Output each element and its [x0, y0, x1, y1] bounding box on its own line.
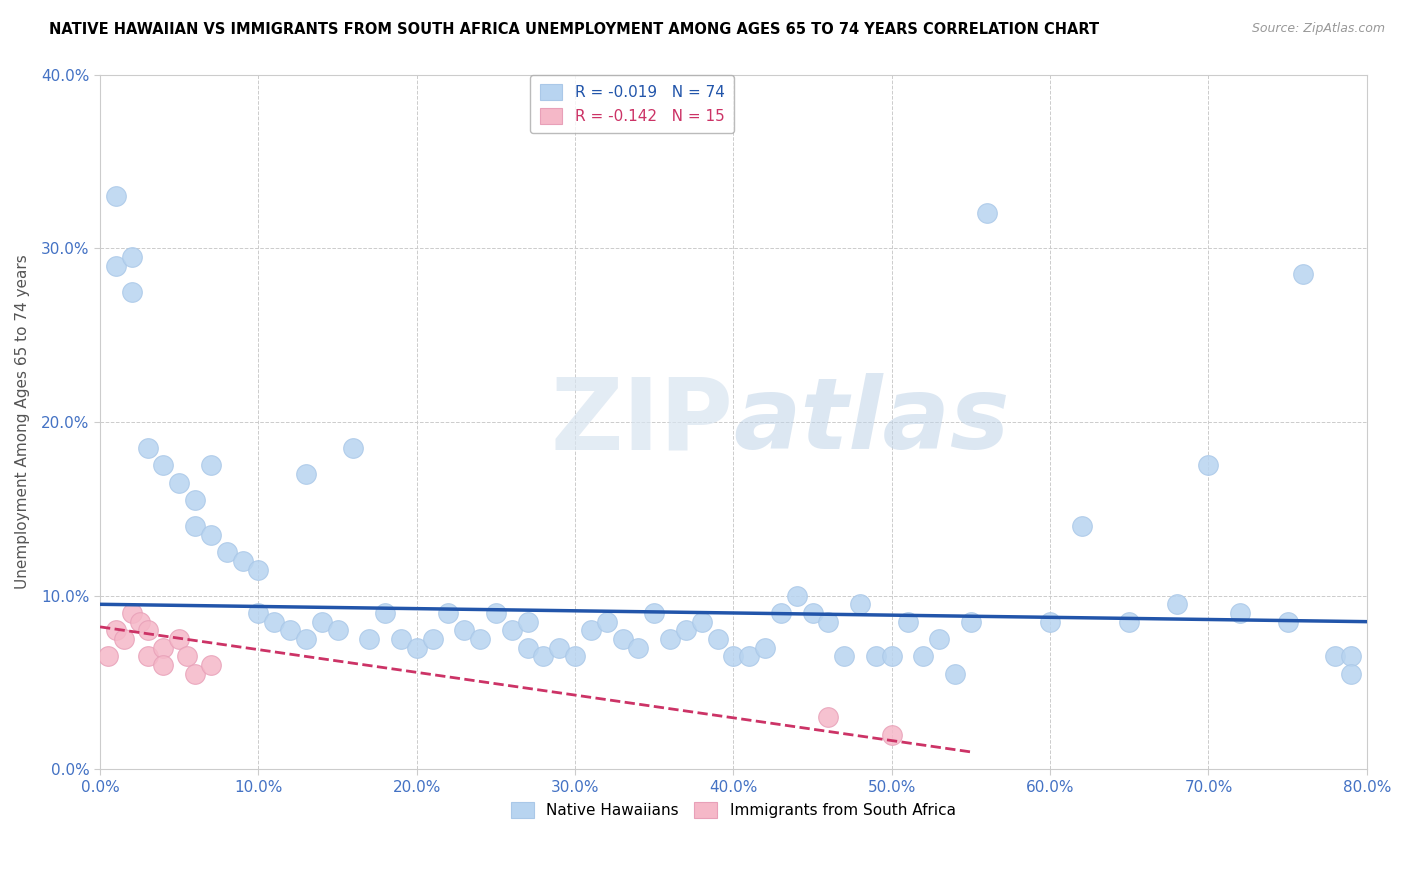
Text: Source: ZipAtlas.com: Source: ZipAtlas.com — [1251, 22, 1385, 36]
Point — [754, 640, 776, 655]
Point — [405, 640, 427, 655]
Point — [200, 528, 222, 542]
Point — [468, 632, 491, 646]
Point — [263, 615, 285, 629]
Point — [516, 615, 538, 629]
Point — [326, 624, 349, 638]
Point — [786, 589, 808, 603]
Point — [564, 649, 586, 664]
Point — [104, 624, 127, 638]
Point — [943, 666, 966, 681]
Point — [184, 666, 207, 681]
Point — [437, 606, 460, 620]
Point — [960, 615, 983, 629]
Point — [1229, 606, 1251, 620]
Point — [579, 624, 602, 638]
Point — [690, 615, 713, 629]
Point — [184, 519, 207, 533]
Point — [817, 615, 839, 629]
Point — [176, 649, 198, 664]
Point — [1340, 649, 1362, 664]
Point — [247, 563, 270, 577]
Point — [912, 649, 935, 664]
Point — [184, 493, 207, 508]
Point — [1198, 458, 1220, 473]
Point — [311, 615, 333, 629]
Point — [152, 658, 174, 673]
Point — [422, 632, 444, 646]
Point — [976, 206, 998, 220]
Point — [769, 606, 792, 620]
Point — [359, 632, 381, 646]
Point — [136, 441, 159, 455]
Point — [389, 632, 412, 646]
Point — [1292, 267, 1315, 281]
Point — [104, 189, 127, 203]
Point — [817, 710, 839, 724]
Point — [531, 649, 554, 664]
Point — [295, 467, 318, 481]
Point — [643, 606, 665, 620]
Point — [200, 658, 222, 673]
Point — [97, 649, 120, 664]
Point — [723, 649, 745, 664]
Point — [128, 615, 150, 629]
Point — [453, 624, 475, 638]
Point — [200, 458, 222, 473]
Text: ZIP: ZIP — [551, 374, 734, 470]
Point — [675, 624, 697, 638]
Point — [121, 285, 143, 299]
Point — [136, 649, 159, 664]
Point — [152, 640, 174, 655]
Point — [612, 632, 634, 646]
Point — [516, 640, 538, 655]
Point — [928, 632, 950, 646]
Point — [880, 728, 903, 742]
Point — [136, 624, 159, 638]
Point — [167, 475, 190, 490]
Point — [738, 649, 761, 664]
Point — [121, 250, 143, 264]
Point — [374, 606, 396, 620]
Point — [627, 640, 650, 655]
Point — [152, 458, 174, 473]
Point — [1166, 597, 1188, 611]
Point — [801, 606, 824, 620]
Point — [1118, 615, 1140, 629]
Point — [596, 615, 619, 629]
Point — [278, 624, 301, 638]
Point — [121, 606, 143, 620]
Point — [1324, 649, 1347, 664]
Point — [548, 640, 571, 655]
Text: atlas: atlas — [734, 374, 1010, 470]
Point — [706, 632, 728, 646]
Point — [112, 632, 135, 646]
Point — [865, 649, 887, 664]
Point — [897, 615, 920, 629]
Point — [167, 632, 190, 646]
Point — [485, 606, 508, 620]
Y-axis label: Unemployment Among Ages 65 to 74 years: Unemployment Among Ages 65 to 74 years — [15, 254, 30, 590]
Point — [659, 632, 682, 646]
Point — [104, 259, 127, 273]
Text: NATIVE HAWAIIAN VS IMMIGRANTS FROM SOUTH AFRICA UNEMPLOYMENT AMONG AGES 65 TO 74: NATIVE HAWAIIAN VS IMMIGRANTS FROM SOUTH… — [49, 22, 1099, 37]
Point — [1070, 519, 1092, 533]
Point — [1340, 666, 1362, 681]
Point — [501, 624, 523, 638]
Point — [342, 441, 364, 455]
Point — [880, 649, 903, 664]
Point — [832, 649, 855, 664]
Point — [232, 554, 254, 568]
Point — [295, 632, 318, 646]
Point — [849, 597, 872, 611]
Point — [1039, 615, 1062, 629]
Point — [247, 606, 270, 620]
Legend: Native Hawaiians, Immigrants from South Africa: Native Hawaiians, Immigrants from South … — [505, 796, 962, 824]
Point — [215, 545, 238, 559]
Point — [1277, 615, 1299, 629]
